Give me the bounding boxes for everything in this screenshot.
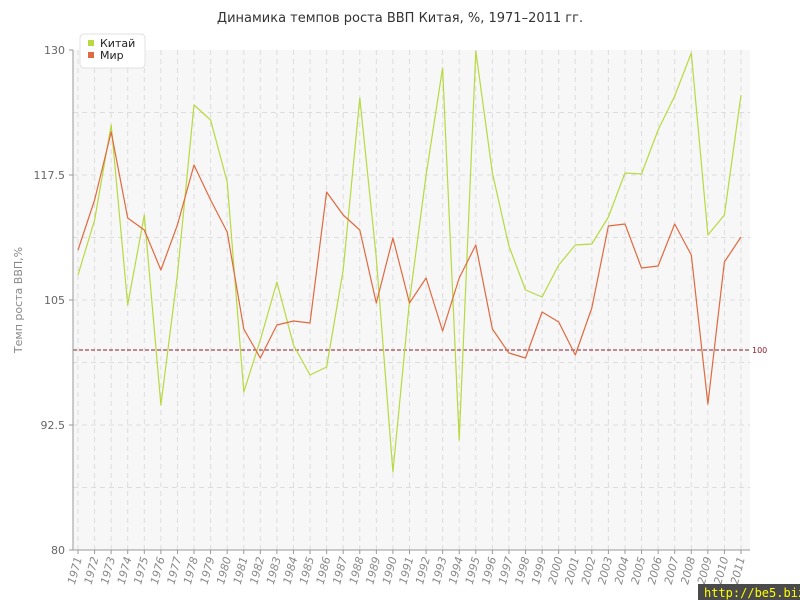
legend-swatch-world [88,52,94,58]
reference-line-group: 100 [73,346,767,355]
axes [69,49,750,554]
watermark-background [698,584,800,600]
reference-line-label: 100 [752,346,767,355]
series-line-world [77,131,742,405]
legend-swatch-china [88,40,94,46]
y-axis-title: Темп роста ВВП,% [12,247,25,354]
legend-box [79,33,146,69]
grid-lines [73,50,750,550]
watermark-link[interactable]: http://be5.biz/ [704,586,800,600]
watermark[interactable]: http://be5.biz/ [698,584,800,600]
legend-label-world[interactable]: Мир [100,49,124,62]
chart-title: Динамика темпов роста ВВП Китая, %, 1971… [217,11,583,26]
y-tick-label: 130 [44,44,65,57]
series-lines [77,50,742,473]
legend-label-china[interactable]: Китай [100,37,135,50]
y-tick-label: 117.5 [34,169,66,182]
y-tick-labels: 80 92.5 105 117.5 130 [34,44,66,557]
y-tick-label: 92.5 [41,419,66,432]
legend[interactable]: Китай Мир [79,33,146,69]
y-tick-label: 80 [51,544,65,557]
y-tick-label: 105 [44,294,65,307]
